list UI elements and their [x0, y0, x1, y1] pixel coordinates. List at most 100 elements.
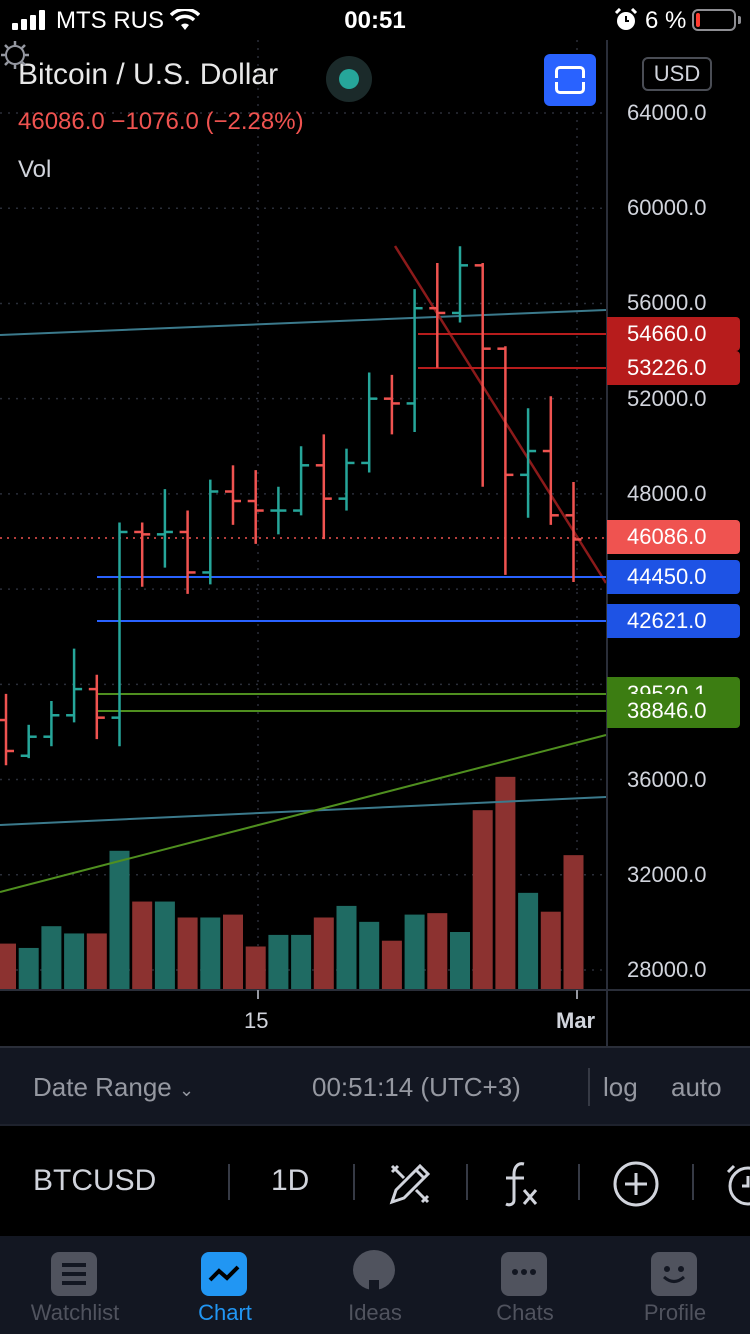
- volume-bar: [132, 901, 153, 990]
- alarm-icon: [614, 8, 638, 30]
- ohlc-bar: [383, 374, 400, 435]
- volume-bar: [291, 934, 312, 990]
- battery-percent: 6 %: [645, 7, 687, 34]
- price-axis-label: 32000.0: [627, 861, 707, 887]
- ohlc-bar: [134, 522, 151, 587]
- ohlc-bar: [88, 674, 105, 740]
- price-chart[interactable]: [0, 40, 750, 1046]
- price-axis-label: 48000.0: [627, 480, 707, 506]
- volume-bar: [0, 943, 16, 990]
- interval-button[interactable]: 1D: [271, 1164, 310, 1197]
- live-dot-icon: [326, 56, 372, 102]
- trendline-resistance: [393, 245, 608, 584]
- currency-button[interactable]: USD: [642, 57, 712, 91]
- ohlc-bar: [111, 522, 128, 747]
- ohlc-bar: [43, 700, 60, 747]
- add-plus-circle-icon[interactable]: [612, 1160, 660, 1208]
- price-axis-label: 52000.0: [627, 385, 707, 411]
- chevron-down-icon: ⌄: [179, 1080, 195, 1100]
- alert-clock-icon[interactable]: [724, 1160, 750, 1208]
- auto-scale-toggle[interactable]: auto: [671, 1072, 722, 1102]
- volume-bar: [268, 934, 289, 990]
- price-level-tag[interactable]: 54660.0: [607, 317, 740, 351]
- volume-indicator-label[interactable]: Vol: [18, 156, 52, 183]
- drawing-tools-icon[interactable]: [386, 1160, 434, 1208]
- price-level-tag[interactable]: 53226.0: [607, 351, 740, 385]
- ohlc-bar: [156, 489, 173, 568]
- price-axis-label: 60000.0: [627, 195, 707, 221]
- price-axis-label: 56000.0: [627, 290, 707, 316]
- ohlc-bar: [293, 446, 310, 516]
- ohlc-bar: [452, 246, 468, 323]
- x-axis-label-mar: Mar: [556, 1008, 596, 1033]
- ohlc-bar: [520, 408, 537, 518]
- volume-bar: [472, 810, 493, 990]
- volume-bar: [64, 933, 85, 990]
- price-quote: 46086.0 −1076.0 (−2.28%): [18, 108, 304, 135]
- volume-bar: [427, 913, 448, 990]
- symbol-title[interactable]: Bitcoin / U.S. Dollar: [18, 58, 279, 91]
- ohlc-bar: [0, 693, 14, 766]
- ohlc-bar: [179, 510, 196, 594]
- symbol-button[interactable]: BTCUSD: [33, 1164, 157, 1197]
- price-axis-label: 64000.0: [627, 100, 707, 125]
- fullscreen-button[interactable]: [544, 54, 596, 106]
- volume-bar: [245, 946, 266, 990]
- status-time: 00:51: [344, 7, 406, 34]
- ohlc-bar: [20, 724, 37, 759]
- trendline-support: [0, 734, 607, 893]
- tab-profile[interactable]: Profile: [600, 1236, 750, 1334]
- volume-bar: [381, 940, 402, 990]
- price-level-tag[interactable]: 44450.0: [607, 560, 740, 594]
- volume-bar: [223, 914, 243, 990]
- timezone-clock[interactable]: 00:51:14 (UTC+3): [312, 1072, 521, 1102]
- ohlc-bar: [565, 481, 582, 582]
- ohlc-bar: [361, 372, 378, 473]
- volume-bar: [109, 850, 130, 990]
- volume-bar: [154, 901, 175, 990]
- ohlc-bar: [247, 470, 264, 544]
- volume-bar: [495, 776, 516, 990]
- ohlc-bar: [429, 262, 446, 368]
- signal-icon: [12, 10, 48, 30]
- indicators-fx-icon[interactable]: [500, 1160, 544, 1208]
- ohlc-bar: [315, 434, 332, 540]
- volume-bar: [200, 917, 221, 990]
- price-level-tag[interactable]: 38846.0: [607, 694, 740, 728]
- trendline-lower: [0, 796, 607, 826]
- ohlc-bar: [474, 262, 491, 487]
- price-axis-label: 28000.0: [627, 957, 707, 982]
- tab-chats[interactable]: Chats: [450, 1236, 600, 1334]
- tab-chart[interactable]: Chart: [150, 1236, 300, 1334]
- volume-bar: [450, 932, 470, 990]
- chats-icon: [501, 1252, 547, 1296]
- battery-icon: [692, 9, 736, 31]
- volume-bar: [86, 933, 107, 990]
- price-level-tag[interactable]: 42621.0: [607, 604, 740, 638]
- chart-icon: [201, 1252, 247, 1296]
- x-axis-label-15: 15: [244, 1008, 269, 1033]
- price-axis-label: 36000.0: [627, 766, 707, 792]
- date-range-bar: Date Range ⌄ 00:51:14 (UTC+3) log auto: [0, 1046, 750, 1124]
- chart-settings-gear-icon[interactable]: [0, 40, 30, 70]
- tab-ideas[interactable]: Ideas: [300, 1236, 450, 1334]
- tab-watchlist[interactable]: Watchlist: [0, 1236, 150, 1334]
- volume-bar: [359, 921, 380, 990]
- log-scale-toggle[interactable]: log: [603, 1072, 638, 1102]
- volume-bar: [177, 917, 198, 990]
- ohlc-bar: [497, 346, 514, 575]
- ohlc-bar: [270, 486, 287, 535]
- chart-area[interactable]: Bitcoin / U.S. Dollar 46086.0 −1076.0 (−…: [0, 40, 750, 1046]
- ideas-icon: [353, 1250, 395, 1290]
- volume-bar: [336, 905, 357, 990]
- ohlc-bar: [338, 448, 355, 511]
- ohlc-bar: [202, 479, 219, 585]
- chart-toolbar: BTCUSD 1D: [0, 1124, 750, 1236]
- volume-bar: [563, 855, 584, 990]
- wifi-icon: [170, 9, 200, 30]
- date-range-dropdown[interactable]: Date Range ⌄: [33, 1072, 195, 1102]
- ohlc-bar: [225, 465, 241, 525]
- ohlc-bar: [406, 289, 423, 432]
- volume-bar: [41, 926, 62, 990]
- volume-bar: [518, 892, 539, 990]
